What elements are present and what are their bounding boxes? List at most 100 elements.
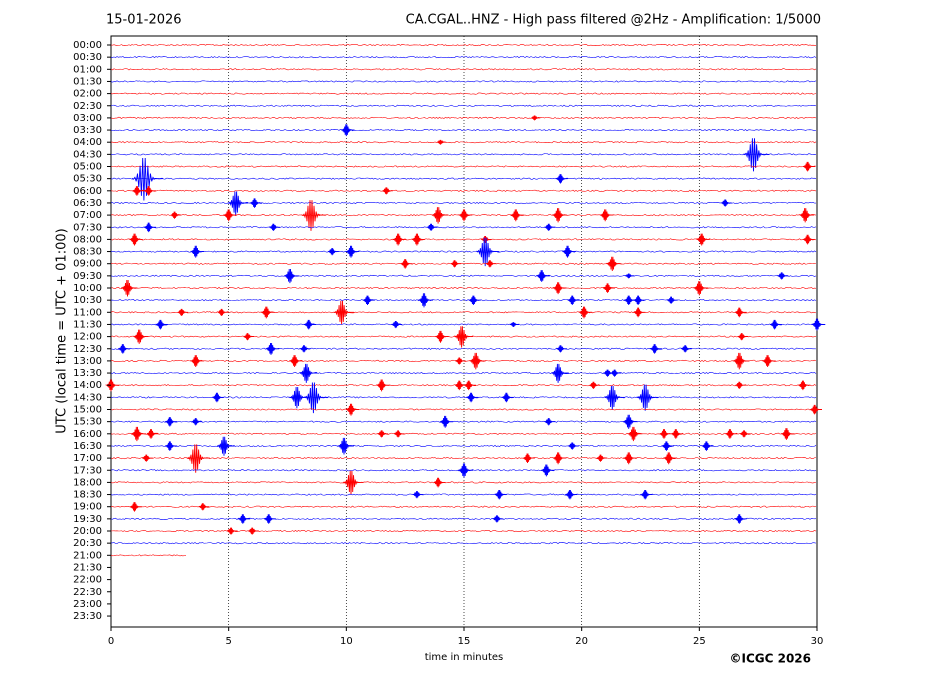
trace [110, 262, 817, 265]
x-tick-label: 5 [225, 636, 231, 647]
seismic-event [803, 234, 815, 245]
y-tick-label: 21:30 [73, 562, 102, 573]
trace [110, 80, 817, 83]
seismic-event [734, 307, 747, 318]
seismic-event [260, 306, 275, 319]
trace [110, 347, 817, 350]
seismic-event [283, 268, 300, 284]
seismic-event [659, 429, 672, 439]
trace [110, 542, 817, 545]
chart-date: 15-01-2026 [106, 13, 182, 28]
seismic-event [412, 491, 424, 499]
seismic-event [735, 381, 746, 389]
seismic-event [376, 379, 390, 392]
y-tick-label: 14:00 [73, 380, 102, 391]
seismic-event [725, 429, 738, 439]
y-tick-label: 22:00 [73, 575, 102, 586]
y-tick-label: 14:30 [73, 392, 102, 403]
seismic-event [133, 329, 149, 344]
seismic-event [268, 223, 281, 231]
y-tick-label: 15:00 [73, 405, 102, 416]
seismic-event [663, 452, 677, 465]
y-tick-label: 12:30 [73, 344, 102, 355]
seismic-event [810, 404, 822, 415]
seismic-event [627, 426, 643, 442]
seismic-event [400, 259, 413, 269]
seismic-event [362, 295, 375, 306]
y-tick-label: 20:00 [73, 526, 102, 537]
y-tick-label: 18:30 [73, 490, 102, 501]
seismic-event [243, 333, 254, 341]
seismic-event [552, 208, 568, 223]
trace [110, 43, 817, 47]
trace [110, 420, 817, 423]
seismic-event [303, 319, 317, 330]
trace [110, 250, 817, 253]
seismic-event [734, 514, 747, 524]
y-tick-label: 01:30 [73, 76, 102, 87]
seismic-event [289, 355, 303, 368]
trace [110, 323, 817, 326]
seismic-event [494, 489, 507, 500]
seismic-event [633, 295, 646, 306]
seismic-event [696, 233, 710, 246]
y-tick-label: 00:30 [73, 52, 102, 63]
y-tick-label: 02:00 [73, 89, 102, 100]
seismic-event [610, 369, 622, 377]
seismic-event [217, 436, 235, 456]
trace [110, 189, 817, 192]
seismic-event [781, 428, 795, 440]
seismic-event [340, 124, 355, 137]
seismic-event [130, 502, 142, 512]
seismic-event [418, 293, 434, 308]
trace [110, 92, 817, 95]
y-tick-label: 21:00 [73, 550, 102, 561]
seismic-event [523, 453, 535, 464]
x-tick-label: 15 [458, 636, 471, 647]
seismic-event [636, 384, 659, 411]
y-tick-label: 13:30 [73, 368, 102, 379]
y-tick-label: 23:00 [73, 599, 102, 610]
trace [110, 311, 817, 314]
seismic-event [604, 385, 625, 410]
seismic-event [552, 452, 567, 465]
seismic-event [146, 429, 159, 439]
seismic-event [439, 415, 454, 428]
y-tick-label: 11:00 [73, 307, 102, 318]
y-tick-label: 17:30 [73, 465, 102, 476]
y-tick-label: 19:30 [73, 514, 102, 525]
seismic-event [431, 207, 449, 224]
seismic-event [466, 392, 479, 403]
seismic-event [565, 489, 578, 500]
seismic-event [799, 208, 815, 223]
y-tick-label: 10:30 [73, 295, 102, 306]
seismic-event [469, 352, 486, 370]
seismic-event [458, 209, 473, 222]
seismic-event [492, 515, 504, 523]
seismic-event [693, 281, 709, 296]
trace [110, 517, 817, 520]
y-tick-label: 09:30 [73, 271, 102, 282]
trace [110, 299, 817, 302]
seismic-event [671, 429, 684, 439]
y-tick-label: 15:30 [73, 417, 102, 428]
y-tick-label: 20:30 [73, 538, 102, 549]
seismic-event [299, 345, 311, 353]
chart-title: CA.CGAL..HNZ - High pass filtered @2Hz -… [406, 13, 821, 28]
seismic-event [567, 442, 579, 450]
seismic-event [186, 444, 210, 473]
y-tick-label: 08:00 [73, 234, 102, 245]
trace [110, 68, 817, 71]
trace [110, 104, 817, 107]
seismic-event [476, 237, 500, 267]
seismic-event [450, 260, 462, 268]
seismic-event [129, 233, 143, 246]
seismic-event [680, 345, 692, 353]
y-tick-label: 04:30 [73, 149, 102, 160]
seismic-event [132, 186, 145, 196]
seismic-event [130, 426, 146, 442]
seismic-event [343, 470, 364, 495]
trace [110, 129, 817, 132]
x-tick-label: 10 [340, 636, 353, 647]
